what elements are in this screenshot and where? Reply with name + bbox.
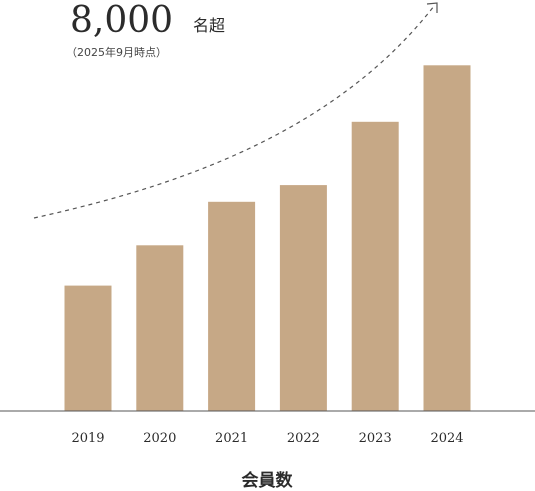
bars-group	[64, 65, 471, 412]
x-tick-label-2019: 2019	[71, 431, 104, 446]
bar-2023	[351, 121, 399, 412]
x-tick-label-2024: 2024	[430, 431, 463, 446]
bar-2024	[423, 65, 471, 412]
x-axis-title: 会員数	[242, 470, 294, 491]
trend-arrow	[33, 5, 435, 219]
x-tick-labels: 2019 2020 2021 2022 2023 2024	[71, 431, 463, 446]
headline-unit: 名超	[193, 16, 225, 35]
x-tick-label-2023: 2023	[359, 431, 392, 446]
x-tick-label-2022: 2022	[287, 431, 320, 446]
bar-2020	[136, 245, 184, 411]
bar-2021	[208, 201, 256, 411]
headline-note: （2025年9月時点）	[66, 45, 167, 59]
bar-2022	[279, 185, 327, 411]
trend-arrowhead-icon	[426, 2, 438, 13]
bar-2019	[64, 285, 112, 411]
headline-number: 8,000	[70, 0, 173, 41]
x-tick-label-2020: 2020	[143, 431, 176, 446]
x-tick-label-2021: 2021	[215, 431, 248, 446]
